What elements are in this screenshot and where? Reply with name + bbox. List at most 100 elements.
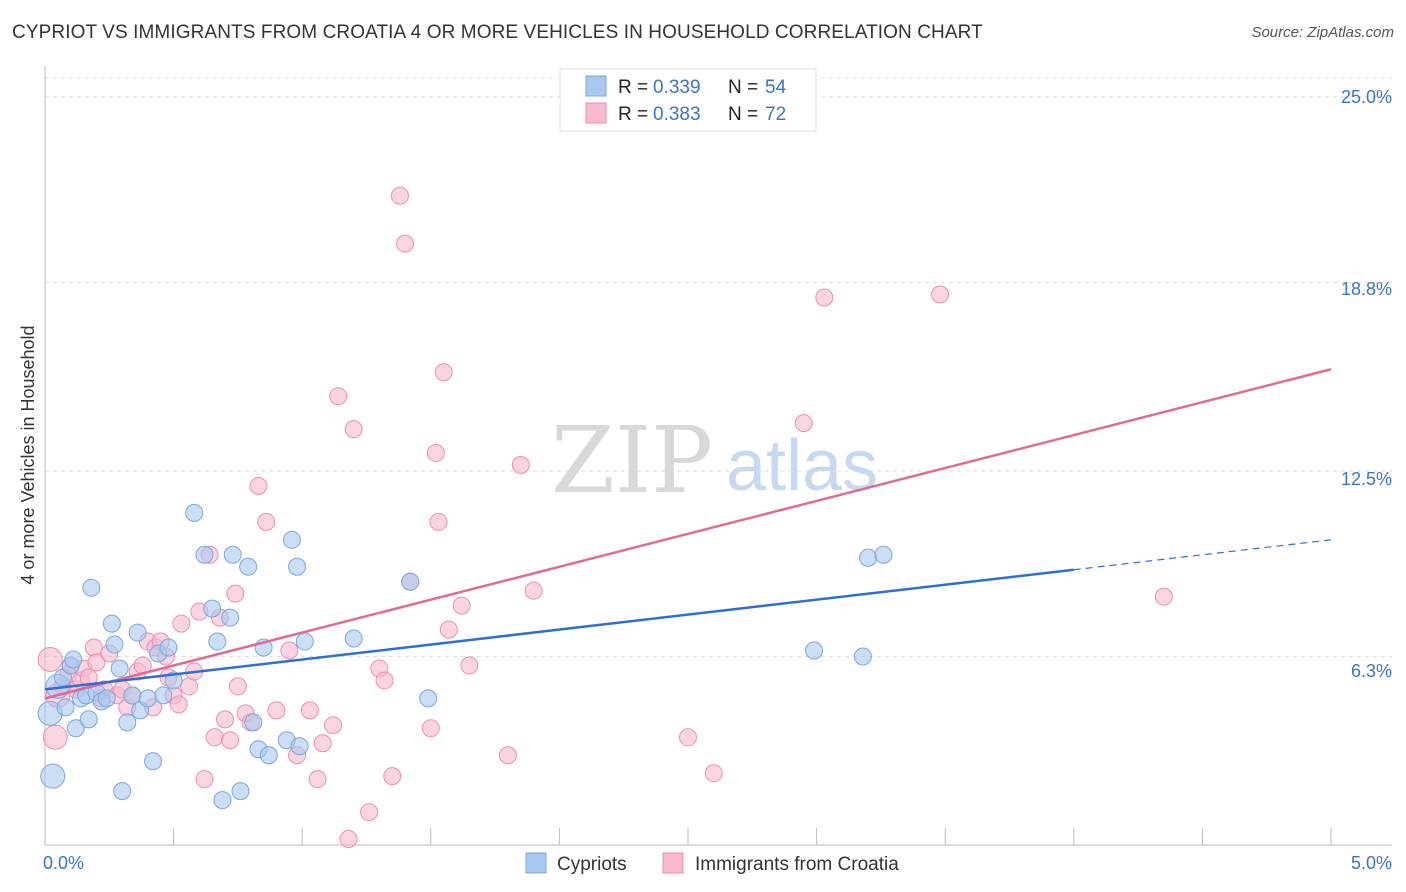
bottom-legend-label-cypriots: Cypriots: [557, 854, 627, 875]
data-point: [208, 632, 227, 651]
bottom-legend-swatch-cypriots: [525, 852, 547, 874]
data-point: [280, 641, 299, 660]
source-label: Source: ZipAtlas.com: [1251, 24, 1394, 41]
watermark: ZIP atlas: [551, 407, 878, 514]
legend-r-value: 0.339: [653, 77, 701, 98]
bottom-legend-label-croatia: Immigrants from Croatia: [695, 854, 899, 875]
data-point: [216, 710, 235, 729]
data-point: [401, 572, 420, 591]
data-point: [113, 782, 132, 801]
data-point: [704, 764, 723, 783]
series-cypriots: [37, 503, 893, 810]
watermark-zip: ZIP: [551, 407, 713, 514]
y-tick-label: 6.3%: [1351, 661, 1392, 681]
y-tick-label: 18.8%: [1341, 279, 1392, 299]
data-point: [290, 737, 309, 756]
data-point: [239, 557, 258, 576]
legend-swatch-croatia: [585, 102, 607, 124]
data-point: [128, 623, 147, 642]
data-point: [226, 584, 245, 603]
data-point: [390, 186, 409, 205]
data-point: [396, 234, 415, 253]
data-point: [524, 581, 543, 600]
trend-line-croatia: [44, 368, 1332, 700]
data-point: [159, 638, 178, 657]
trend-line-cypriots-extension: [1073, 539, 1332, 571]
legend-swatch-cypriots: [585, 75, 607, 97]
data-point: [339, 830, 358, 849]
legend-n-label: N =: [728, 104, 758, 125]
legend-n-label: N =: [728, 77, 758, 98]
data-point: [56, 698, 75, 717]
data-point: [66, 719, 85, 738]
data-point: [195, 545, 214, 564]
data-point: [40, 763, 66, 789]
data-point: [203, 599, 222, 618]
data-point: [172, 614, 191, 633]
y-axis-label: 4 or more Vehicles in Household: [18, 325, 38, 584]
data-point: [794, 414, 813, 433]
legend-r-label: R =: [618, 104, 648, 125]
data-point: [288, 557, 307, 576]
data-point: [313, 734, 332, 753]
x-tick-label-min: 0.0%: [43, 853, 84, 873]
data-point: [419, 689, 438, 708]
data-point: [859, 548, 878, 567]
data-point: [154, 686, 173, 705]
data-point: [805, 641, 824, 660]
data-point: [144, 752, 163, 771]
data-point: [434, 363, 453, 382]
data-point: [79, 710, 98, 729]
chart-title: CYPRIOT VS IMMIGRANTS FROM CROATIA 4 OR …: [12, 22, 983, 43]
data-point: [228, 677, 247, 696]
legend: R = 0.339 N = 54 R = 0.383 N = 72: [559, 68, 817, 132]
data-point: [223, 545, 242, 564]
y-tick-label: 12.5%: [1341, 469, 1392, 489]
legend-r-label: R =: [618, 77, 648, 98]
data-point: [249, 476, 268, 495]
data-point: [259, 746, 278, 765]
series-immigrants-from-croatia: [37, 186, 1173, 849]
data-point: [87, 653, 106, 672]
trend-line-cypriots: [44, 568, 1074, 691]
data-point: [221, 608, 240, 627]
data-point: [360, 803, 379, 822]
data-point: [460, 656, 479, 675]
data-point: [195, 770, 214, 789]
data-point: [344, 420, 363, 439]
data-point: [213, 791, 232, 810]
data-point: [37, 646, 63, 672]
data-point: [180, 677, 199, 696]
data-point: [679, 728, 697, 747]
data-point: [64, 650, 83, 669]
watermark-atlas: atlas: [726, 426, 878, 506]
data-point: [439, 620, 458, 639]
data-point: [452, 596, 471, 615]
data-point: [118, 713, 137, 732]
data-point: [231, 782, 250, 801]
data-point: [82, 578, 101, 597]
bottom-legend-swatch-croatia: [662, 852, 684, 874]
data-point: [511, 456, 530, 475]
data-point: [105, 635, 124, 654]
x-tick-label-max: 5.0%: [1351, 853, 1392, 873]
data-point: [426, 444, 445, 463]
trend-lines: [44, 368, 1332, 700]
data-point: [257, 512, 276, 531]
data-point: [344, 629, 363, 648]
data-point: [244, 713, 263, 732]
data-point: [300, 701, 319, 720]
data-point: [42, 724, 68, 750]
data-point: [97, 689, 116, 708]
data-point: [282, 530, 301, 549]
data-point: [169, 695, 188, 714]
data-point: [498, 746, 517, 765]
data-point: [329, 387, 348, 406]
y-tick-label: 25.0%: [1341, 87, 1392, 107]
data-point: [110, 659, 129, 678]
data-point: [295, 632, 314, 651]
bottom-legend: Cypriots Immigrants from Croatia: [525, 852, 899, 875]
data-point: [1154, 587, 1173, 606]
data-point: [853, 647, 872, 666]
data-point: [815, 288, 834, 307]
